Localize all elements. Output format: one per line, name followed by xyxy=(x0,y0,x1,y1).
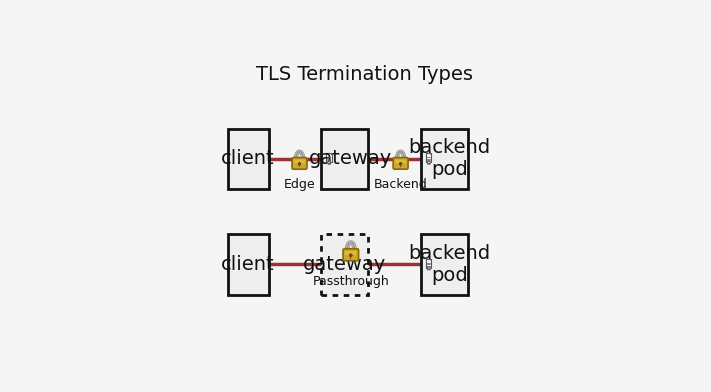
FancyBboxPatch shape xyxy=(292,158,307,169)
Text: client: client xyxy=(221,255,275,274)
Circle shape xyxy=(400,162,402,165)
Text: Backend: Backend xyxy=(374,178,427,191)
FancyBboxPatch shape xyxy=(321,234,368,294)
Circle shape xyxy=(328,161,331,164)
Circle shape xyxy=(427,161,430,164)
Text: client: client xyxy=(221,149,275,168)
FancyBboxPatch shape xyxy=(426,154,432,162)
FancyBboxPatch shape xyxy=(326,154,332,162)
Text: backend
pod: backend pod xyxy=(409,244,491,285)
Text: backend
pod: backend pod xyxy=(409,138,491,179)
Text: gateway: gateway xyxy=(309,149,392,168)
FancyBboxPatch shape xyxy=(426,259,432,268)
FancyBboxPatch shape xyxy=(228,129,269,189)
Polygon shape xyxy=(330,154,332,155)
Polygon shape xyxy=(429,259,432,261)
FancyBboxPatch shape xyxy=(393,158,408,169)
FancyBboxPatch shape xyxy=(294,160,305,163)
FancyBboxPatch shape xyxy=(299,165,300,167)
Circle shape xyxy=(427,267,430,270)
Circle shape xyxy=(298,162,301,165)
FancyBboxPatch shape xyxy=(400,165,401,167)
FancyBboxPatch shape xyxy=(345,251,357,255)
FancyBboxPatch shape xyxy=(321,129,368,189)
Text: gateway: gateway xyxy=(303,255,386,274)
Text: Edge: Edge xyxy=(284,178,315,191)
FancyBboxPatch shape xyxy=(421,234,468,294)
Text: TLS Termination Types: TLS Termination Types xyxy=(256,65,473,84)
Text: Passthrough: Passthrough xyxy=(312,275,389,288)
FancyBboxPatch shape xyxy=(395,160,406,163)
FancyBboxPatch shape xyxy=(228,234,269,294)
FancyBboxPatch shape xyxy=(343,249,358,261)
Circle shape xyxy=(349,254,352,257)
Polygon shape xyxy=(429,154,432,155)
FancyBboxPatch shape xyxy=(421,129,468,189)
